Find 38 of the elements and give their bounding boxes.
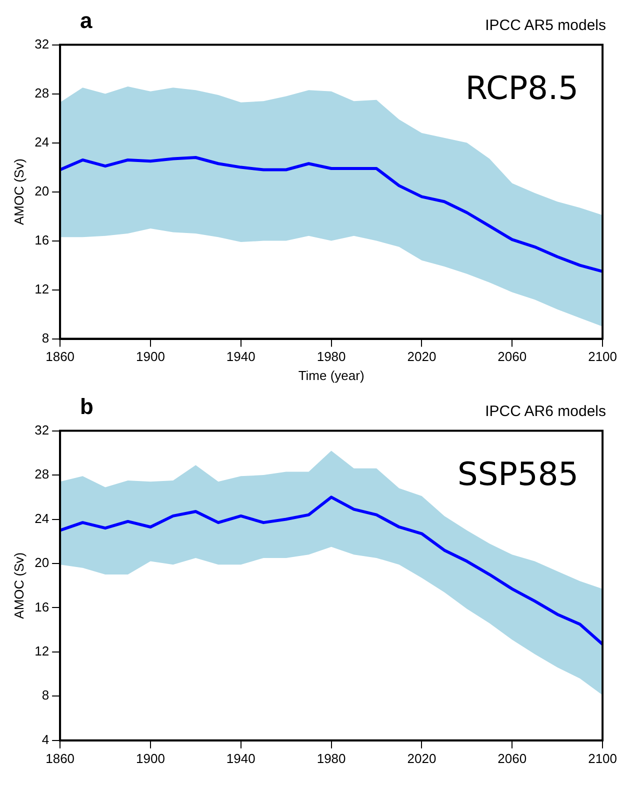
x-tick-label: 2100 (588, 750, 617, 766)
x-tick-label: 1980 (316, 349, 346, 364)
annotation: RCP8.5 (465, 69, 579, 108)
y-tick-label: 8 (42, 330, 50, 346)
x-tick-label: 1940 (226, 750, 256, 766)
y-tick-label: 24 (34, 510, 50, 526)
y-axis-title: AMOC (Sv) (11, 158, 26, 226)
y-axis-title: AMOC (Sv) (11, 552, 26, 619)
y-tick-label: 16 (34, 599, 50, 614)
y-tick-label: 16 (34, 232, 50, 248)
x-tick-label: 2020 (407, 349, 436, 364)
y-tick-label: 12 (34, 281, 50, 296)
y-tick-label: 20 (34, 183, 50, 198)
y-tick-label: 32 (34, 36, 50, 52)
y-tick-label: 28 (34, 85, 50, 100)
y-tick-label: 24 (34, 134, 50, 150)
y-tick-label: 20 (34, 555, 50, 570)
x-tick-label: 2020 (407, 750, 436, 766)
y-tick-label: 8 (42, 688, 50, 703)
x-tick-label: 2100 (588, 349, 617, 364)
x-tick-label: 1940 (226, 349, 256, 364)
chart-subtitle: IPCC AR5 models (485, 17, 606, 34)
y-tick-label: 4 (42, 732, 50, 747)
x-tick-label: 1980 (316, 750, 346, 766)
chart-title: a (80, 8, 92, 34)
x-tick-label: 1900 (136, 349, 165, 364)
y-tick-label: 28 (34, 466, 50, 482)
chart-title: b (80, 394, 94, 420)
y-tick-label: 32 (34, 422, 50, 438)
x-tick-label: 1860 (46, 750, 75, 766)
annotation: SSP585 (458, 455, 579, 494)
chart-subtitle: IPCC AR6 models (485, 403, 606, 420)
y-tick-label: 12 (34, 644, 50, 659)
x-tick-label: 2060 (498, 349, 527, 364)
x-tick-label: 1860 (46, 349, 75, 364)
x-tick-label: 1900 (136, 750, 165, 766)
x-tick-label: 2060 (498, 750, 527, 766)
x-axis-title: Time (year) (298, 368, 364, 383)
